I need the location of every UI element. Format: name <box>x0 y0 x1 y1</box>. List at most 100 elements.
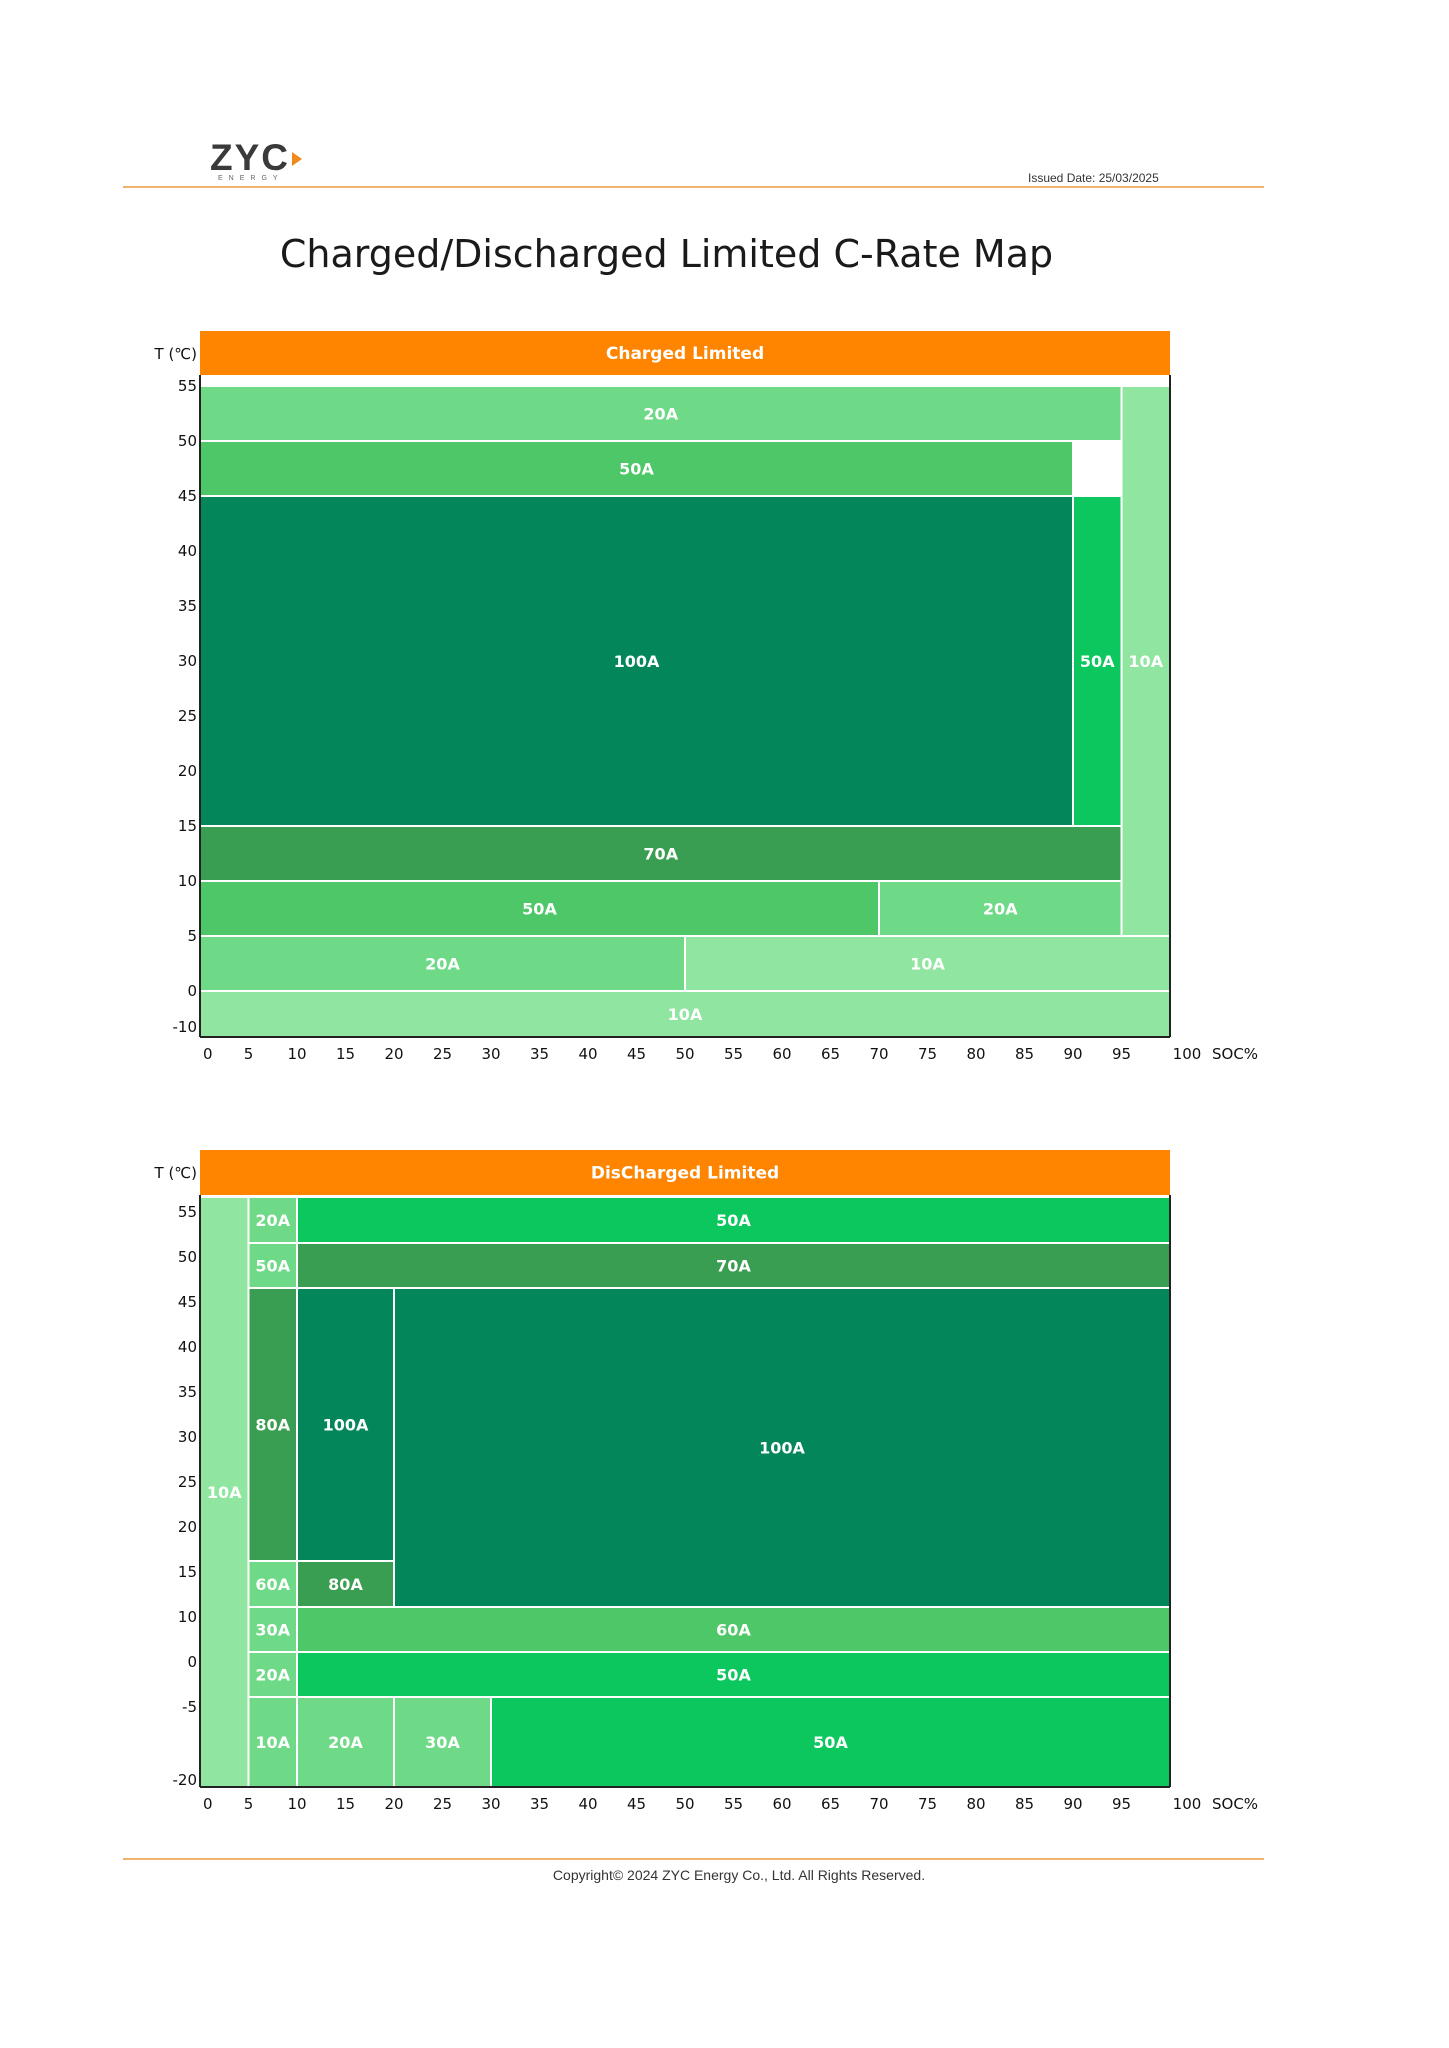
y-tick-label: 30 <box>178 1428 197 1446</box>
heatmap-cell-label: 20A <box>255 1211 290 1230</box>
y-tick-label: 15 <box>178 817 197 835</box>
heatmap-cell-label: 10A <box>668 1005 703 1024</box>
y-tick-label: 25 <box>178 1473 197 1491</box>
x-tick-label: 40 <box>578 1795 597 1813</box>
heatmap-cell-label: 10A <box>207 1483 242 1502</box>
heatmap-cell-label: 50A <box>522 900 557 919</box>
x-tick-label: 80 <box>966 1795 985 1813</box>
heatmap-cell-label: 20A <box>425 955 460 974</box>
y-tick-label: 10 <box>178 1608 197 1626</box>
x-tick-label: 35 <box>530 1045 549 1063</box>
y-tick-label: 50 <box>178 432 197 450</box>
heatmap-cell <box>199 385 1123 442</box>
y-tick-label: 15 <box>178 1563 197 1581</box>
heatmap-cell-label: 80A <box>328 1575 363 1594</box>
logo-mark-icon <box>292 152 302 166</box>
chart-title-banner <box>200 1150 1170 1195</box>
heatmap-cell-label: 60A <box>716 1621 751 1640</box>
x-tick-label: 60 <box>772 1795 791 1813</box>
heatmap-cell <box>684 935 1171 992</box>
y-tick-label: 5 <box>187 927 197 945</box>
y-tick-label: 45 <box>178 1293 197 1311</box>
y-tick-label: 35 <box>178 597 197 615</box>
x-tick-label: 15 <box>336 1795 355 1813</box>
y-tick-label: 20 <box>178 762 197 780</box>
y-tick-label: 35 <box>178 1383 197 1401</box>
x-tick-label: 60 <box>772 1045 791 1063</box>
heatmap-cell <box>393 1287 1171 1608</box>
heatmap-cell-label: 20A <box>983 900 1018 919</box>
chart-2: DisCharged Limited 10A 20A 50A 50A 70A 80A 100A… <box>154 1150 1258 1813</box>
heatmap-cell-label: 80A <box>255 1416 290 1435</box>
x-tick-label: 5 <box>244 1045 254 1063</box>
heatmap-cell-label: 50A <box>716 1666 751 1685</box>
chart-1: Charged Limited 20A 50A 100A 50A 10A 70A 50A 20A… <box>154 331 1258 1063</box>
y-tick-label: 20 <box>178 1518 197 1536</box>
x-tick-label: 30 <box>481 1795 500 1813</box>
heatmap-cell <box>296 1651 1171 1698</box>
x-tick-label: 35 <box>530 1795 549 1813</box>
x-tick-label: 85 <box>1015 1795 1034 1813</box>
heatmap-cell <box>393 1696 492 1788</box>
y-tick-label: 0 <box>187 1653 197 1671</box>
x-tick-label: 20 <box>384 1045 403 1063</box>
y-tick-label: 40 <box>178 1338 197 1356</box>
logo-subtext: ENERGY <box>218 175 284 182</box>
x-tick-label: 65 <box>821 1795 840 1813</box>
x-tick-label: 30 <box>481 1045 500 1063</box>
x-tick-label: 20 <box>384 1795 403 1813</box>
x-tick-label: 5 <box>244 1795 254 1813</box>
header-divider <box>123 186 1264 188</box>
x-tick-label: 15 <box>336 1045 355 1063</box>
x-tick-label: 50 <box>675 1045 694 1063</box>
x-tick-label: 10 <box>287 1795 306 1813</box>
y-tick-label: 0 <box>187 982 197 1000</box>
x-tick-label: 90 <box>1063 1045 1082 1063</box>
heatmap-cell <box>247 1287 298 1562</box>
heatmap-cell-label: 10A <box>255 1733 290 1752</box>
footer-copyright: Copyright© 2024 ZYC Energy Co., Ltd. All… <box>552 1867 926 1883</box>
y-tick-label: 30 <box>178 652 197 670</box>
x-tick-label: 40 <box>578 1045 597 1063</box>
chart-title-banner <box>200 331 1170 375</box>
heatmap-cell-label: 70A <box>643 845 678 864</box>
x-tick-label: 55 <box>724 1795 743 1813</box>
heatmap-cell-label: 100A <box>323 1416 369 1435</box>
chart-title: Charged Limited <box>606 344 764 364</box>
footer-divider <box>123 1858 1264 1860</box>
heatmap-cell-label: 50A <box>813 1733 848 1752</box>
heatmap-cell-label: 10A <box>1128 652 1163 671</box>
heatmap-cell-label: 50A <box>619 460 654 479</box>
x-tick-label: 95 <box>1112 1795 1131 1813</box>
heatmap-cell-label: 100A <box>759 1439 805 1458</box>
x-tick-label: 85 <box>1015 1045 1034 1063</box>
x-tick-label: 65 <box>821 1045 840 1063</box>
x-tick-label: 25 <box>433 1795 452 1813</box>
x-tick-label: 0 <box>203 1045 213 1063</box>
x-tick-label: 90 <box>1063 1795 1082 1813</box>
x-axis-label: SOC% <box>1212 1045 1258 1063</box>
heatmap-cell <box>296 1196 1171 1244</box>
heatmap-cell-label: 30A <box>425 1733 460 1752</box>
y-tick-label: 55 <box>178 1203 197 1221</box>
heatmap-cell <box>247 1651 298 1698</box>
y-tick-label: 50 <box>178 1248 197 1266</box>
y-tick-label: -10 <box>173 1018 198 1036</box>
heatmap-cell <box>247 1242 298 1289</box>
heatmap-cell <box>490 1696 1171 1788</box>
x-tick-label: 100 <box>1173 1795 1202 1813</box>
x-tick-label: 0 <box>203 1795 213 1813</box>
x-tick-label: 25 <box>433 1045 452 1063</box>
y-tick-label: 40 <box>178 542 197 560</box>
heatmap-cell-label: 70A <box>716 1257 751 1276</box>
heatmap-cell-label: 50A <box>716 1211 751 1230</box>
y-tick-label: 25 <box>178 707 197 725</box>
y-axis-label: T (℃) <box>154 1164 197 1182</box>
heatmap-cell <box>296 1242 1171 1289</box>
x-tick-label: 75 <box>918 1795 937 1813</box>
x-tick-label: 70 <box>869 1045 888 1063</box>
page-title: Charged/Discharged Limited C-Rate Map <box>279 232 1054 276</box>
y-tick-label: 55 <box>178 377 197 395</box>
chart-title: DisCharged Limited <box>591 1164 779 1184</box>
